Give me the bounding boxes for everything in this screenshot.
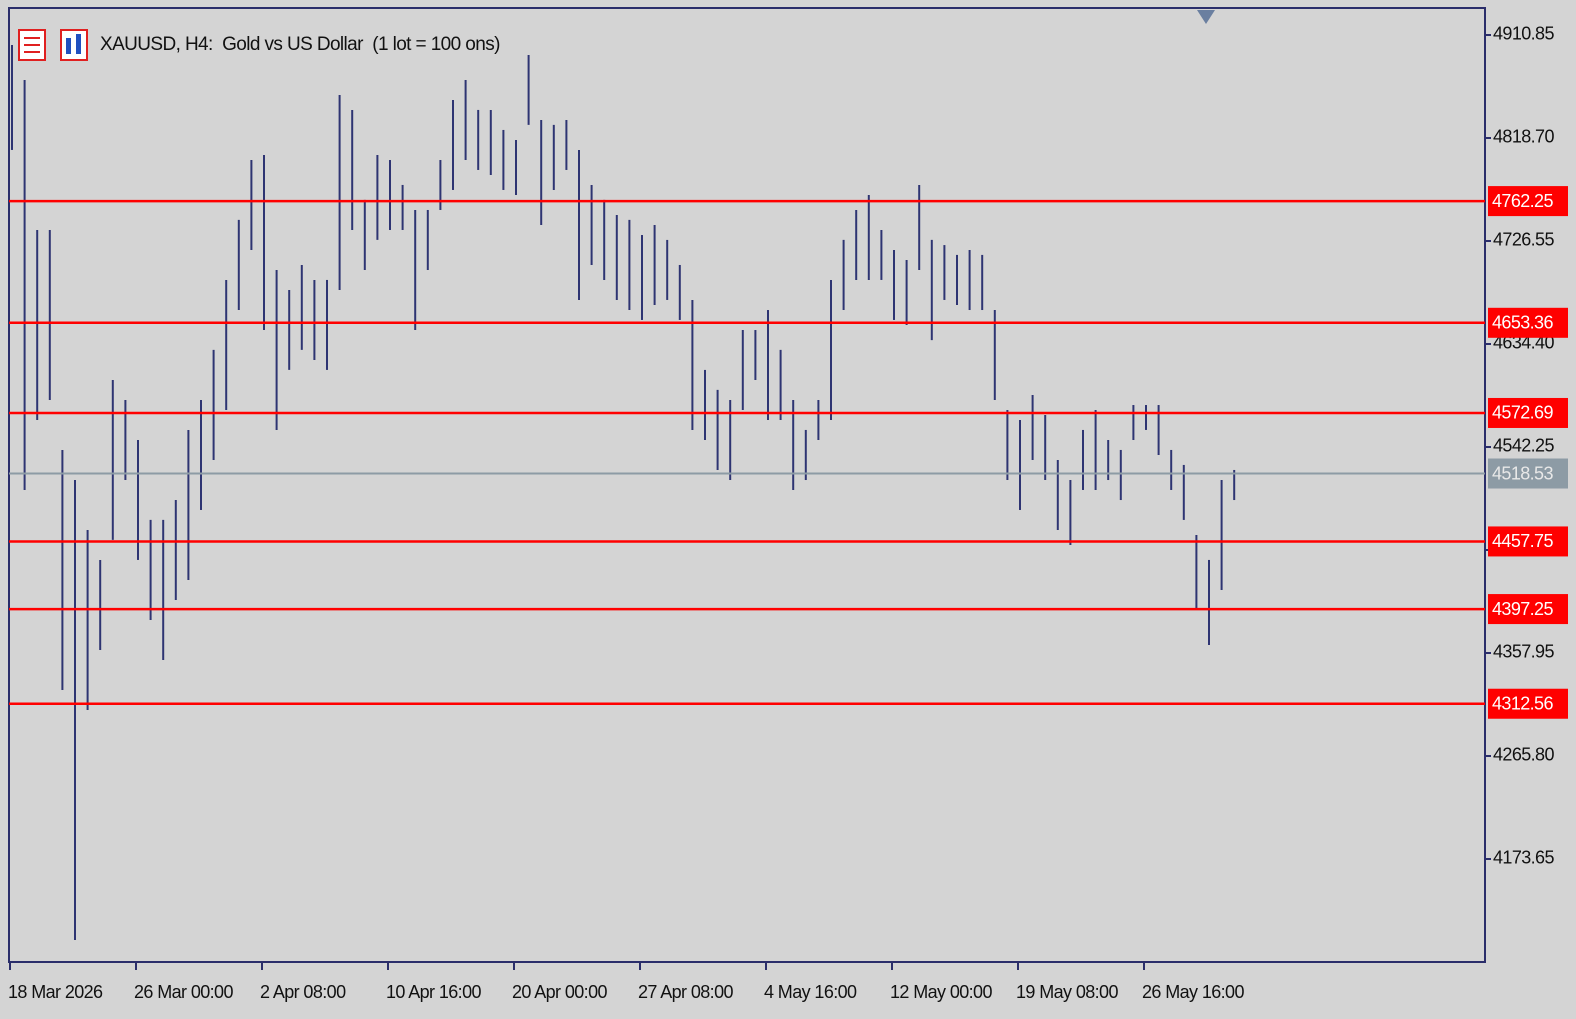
x-tick-label: 2 Apr 08:00 — [260, 982, 346, 1002]
x-tick-label: 26 Mar 00:00 — [134, 982, 233, 1002]
current-price-box — [1488, 458, 1568, 489]
y-tick-label: 4357.95 — [1493, 642, 1554, 662]
level-box — [1488, 397, 1568, 428]
x-tick-label: 4 May 16:00 — [764, 982, 857, 1002]
shift-marker — [1197, 10, 1215, 24]
x-tick-label: 20 Apr 00:00 — [512, 982, 607, 1002]
x-tick-label: 26 May 16:00 — [1142, 982, 1244, 1002]
level-label: 4312.56 — [1492, 693, 1553, 713]
level-label: 4762.25 — [1492, 191, 1553, 211]
y-tick-label: 4542.25 — [1493, 436, 1554, 456]
y-tick-label: 4173.65 — [1493, 848, 1554, 868]
chart-title: XAUUSD, H4: Gold vs US Dollar (1 lot = 1… — [100, 34, 500, 55]
level-label: 4572.69 — [1492, 403, 1553, 423]
level-box — [1488, 526, 1568, 557]
toolbar-icons — [18, 29, 88, 61]
level-box — [1488, 307, 1568, 338]
y-tick-label: 4818.70 — [1493, 127, 1554, 147]
level-box — [1488, 688, 1568, 719]
y-tick-label: 4910.85 — [1493, 24, 1554, 44]
level-box — [1488, 594, 1568, 625]
x-tick-label: 27 Apr 08:00 — [638, 982, 733, 1002]
y-tick-label: 4265.80 — [1493, 745, 1554, 765]
icon-chart — [60, 29, 88, 61]
level-label: 4457.75 — [1492, 531, 1553, 551]
level-label: 4397.25 — [1492, 599, 1553, 619]
y-tick-label: 4726.55 — [1493, 230, 1554, 250]
level-label: 4653.36 — [1492, 313, 1553, 333]
icon-bar — [66, 38, 71, 54]
current-price-label: 4518.53 — [1492, 463, 1553, 483]
x-tick-label: 19 May 08:00 — [1016, 982, 1118, 1002]
x-tick-label: 10 Apr 16:00 — [386, 982, 481, 1002]
x-tick-label: 18 Mar 2026 — [8, 982, 103, 1002]
level-box — [1488, 186, 1568, 217]
x-tick-label: 12 May 00:00 — [890, 982, 992, 1002]
plot-area — [8, 7, 1486, 963]
icon-bar — [76, 34, 81, 54]
